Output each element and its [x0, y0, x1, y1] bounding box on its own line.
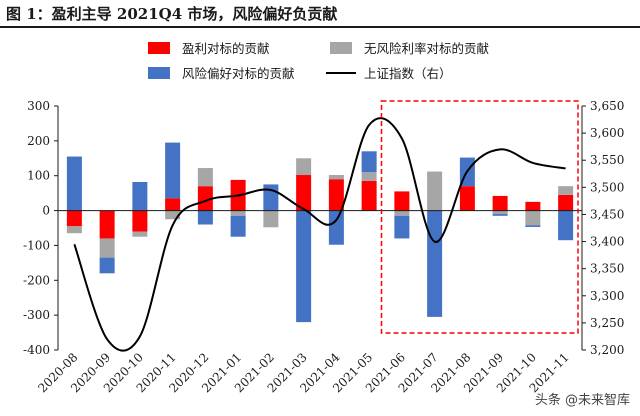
bar-s1-2021-06 — [394, 210, 410, 216]
legend-label-3: 上证指数（右） — [364, 66, 452, 81]
bar-s2-2020-09 — [99, 257, 115, 274]
bar-s2-2021-07 — [427, 210, 443, 317]
figure-title: 图 1：盈利主导 2021Q4 市场，风险偏好负贡献 — [6, 5, 338, 23]
bar-s1-2021-09 — [492, 210, 508, 215]
y-left-tick-label-0: -400 — [23, 343, 50, 357]
bar-s0-2021-03 — [296, 175, 312, 211]
bar-s1-2021-07 — [427, 171, 443, 211]
bar-s2-2020-10 — [132, 181, 148, 211]
bar-s1-2021-03 — [296, 158, 312, 176]
legend-label-0: 盈利对标的贡献 — [182, 41, 270, 56]
bar-s1-2021-05 — [361, 172, 377, 181]
bar-s2-2021-01 — [230, 215, 246, 237]
bar-s1-2021-01 — [230, 210, 246, 216]
bar-s0-2021-09 — [492, 195, 508, 211]
bar-s0-2021-05 — [361, 180, 377, 211]
bar-s0-2020-12 — [197, 186, 213, 211]
bar-s0-2020-11 — [165, 198, 181, 211]
bar-s1-2021-04 — [328, 175, 344, 180]
y-left-tick-label-7: 300 — [27, 99, 50, 113]
y-right-tick-label-2: 3,300 — [590, 289, 624, 303]
y-left-tick-label-1: -300 — [23, 308, 50, 322]
line-shanghai-index — [73, 117, 566, 352]
bar-s2-2021-03 — [296, 210, 312, 323]
bar-s0-2020-08 — [66, 210, 82, 227]
bar-s2-2020-11 — [165, 142, 181, 199]
y-left-tick-label-3: -100 — [23, 238, 50, 252]
bar-s0-2021-10 — [525, 201, 541, 211]
legend-label-1: 无风险利率对标的贡献 — [364, 41, 489, 56]
bar-s0-2021-08 — [459, 186, 475, 211]
bar-s2-2021-02 — [263, 184, 279, 211]
y-left-tick-label-2: -200 — [23, 273, 50, 287]
bar-s2-2021-11 — [558, 210, 574, 241]
y-left-tick-label-6: 200 — [27, 134, 50, 148]
bar-s2-2021-10 — [525, 225, 541, 227]
highlight-box — [380, 100, 579, 334]
bar-s2-2020-12 — [197, 210, 213, 225]
bar-s0-2020-10 — [132, 210, 148, 232]
y-right-tick-label-4: 3,400 — [590, 235, 624, 249]
bar-s1-2021-10 — [525, 210, 541, 226]
y-right-tick-label-3: 3,350 — [590, 262, 624, 276]
y-right-tick-label-5: 3,450 — [590, 207, 624, 221]
bar-s0-2021-06 — [394, 191, 410, 211]
bar-s1-2020-10 — [132, 231, 148, 237]
bar-s2-2020-08 — [66, 156, 82, 211]
y-right-tick-label-8: 3,600 — [590, 126, 624, 140]
y-right-tick-label-0: 3,200 — [590, 343, 624, 357]
watermark: 头条 @未来智库 — [535, 392, 630, 408]
legend-swatch-1 — [330, 42, 352, 54]
y-right-tick-label-6: 3,500 — [590, 180, 624, 194]
bar-s2-2021-04 — [328, 210, 344, 245]
y-right-tick-label-7: 3,550 — [590, 153, 624, 167]
y-right-tick-label-1: 3,250 — [590, 316, 624, 330]
bar-s1-2020-12 — [197, 168, 213, 187]
y-right-tick-label-9: 3,650 — [590, 99, 624, 113]
y-left-tick-label-5: 100 — [27, 169, 50, 183]
legend-swatch-2 — [148, 67, 170, 79]
title-rule — [0, 26, 640, 28]
bar-s0-2021-11 — [558, 194, 574, 211]
bar-s2-2021-06 — [394, 215, 410, 239]
bar-s0-2020-09 — [99, 210, 115, 239]
bar-s0-2021-04 — [328, 179, 344, 211]
bar-s1-2020-08 — [66, 226, 82, 234]
bar-s1-2020-11 — [165, 210, 181, 220]
bar-s2-2021-05 — [361, 151, 377, 173]
bar-s1-2020-09 — [99, 238, 115, 258]
bar-s1-2021-02 — [263, 210, 279, 228]
bar-s2-2021-09 — [492, 214, 508, 216]
legend-swatch-0 — [148, 42, 170, 54]
legend-label-2: 风险偏好对标的贡献 — [182, 66, 295, 81]
y-left-tick-label-4: 0 — [42, 204, 50, 218]
bar-s1-2021-11 — [558, 186, 574, 195]
